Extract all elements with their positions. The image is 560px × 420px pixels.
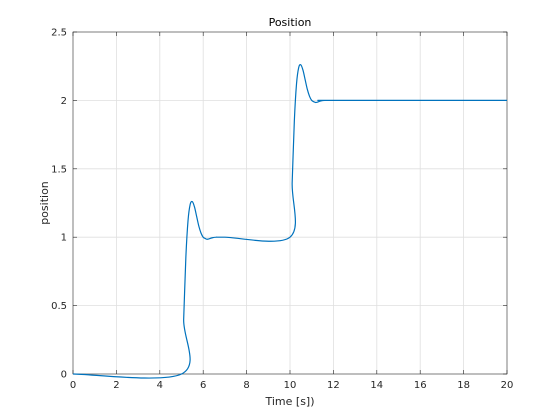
- y-tick-label: 1: [61, 233, 67, 244]
- x-tick-label: 6: [200, 380, 206, 391]
- x-tick-label: 4: [157, 380, 163, 391]
- chart-title: Position: [269, 16, 312, 29]
- x-tick-label: 2: [113, 380, 119, 391]
- series-layer: [72, 64, 507, 379]
- x-axis-label: Time [s]): [264, 395, 314, 408]
- y-tick-label: 0: [61, 370, 67, 381]
- x-tick-label: 8: [243, 380, 249, 391]
- y-tick-label: 1.5: [51, 164, 67, 175]
- tick-layer: 0 2 4 6 8 10 12 14 16 18 20 0 0.5 1 1.5 2 2.5: [51, 28, 513, 392]
- x-tick-label: 12: [327, 380, 340, 391]
- x-tick-label: 20: [501, 380, 514, 391]
- series-line-0: [72, 64, 507, 379]
- x-tick-label: 16: [414, 380, 427, 391]
- y-tick-label: 2: [61, 96, 67, 107]
- grid-layer: [73, 32, 507, 374]
- y-tick-label: 2.5: [51, 28, 67, 39]
- x-tick-label: 10: [284, 380, 297, 391]
- x-tick-label: 14: [370, 380, 383, 391]
- y-tick-label: 0.5: [51, 301, 67, 312]
- x-tick-label: 0: [70, 380, 76, 391]
- x-tick-label: 18: [457, 380, 470, 391]
- y-axis-label: position: [38, 181, 51, 225]
